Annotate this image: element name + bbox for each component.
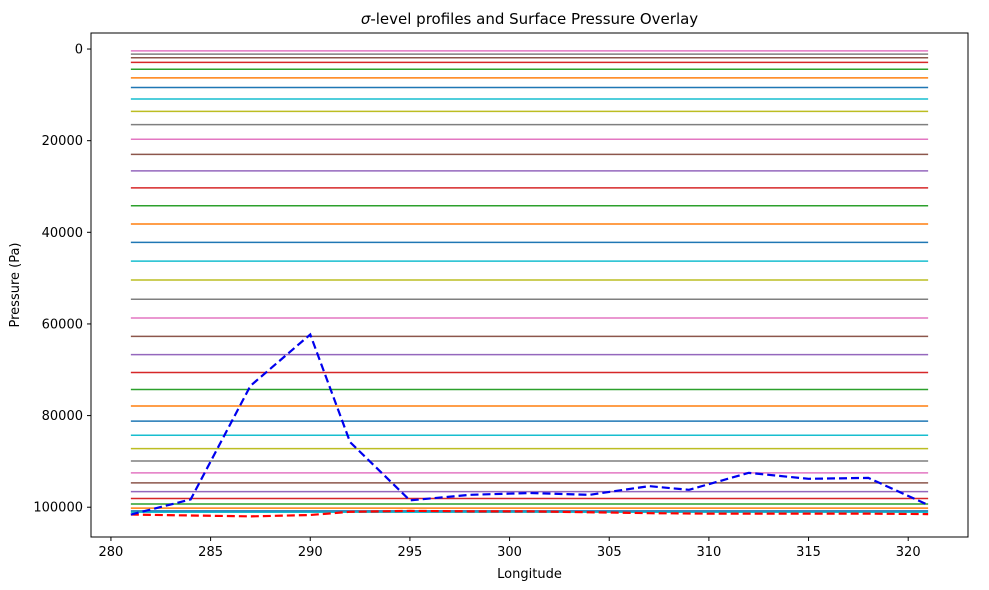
plot-lines <box>130 50 929 518</box>
x-tick-label: 315 <box>796 545 821 560</box>
plot-frame <box>90 32 969 538</box>
x-tick-label: 305 <box>597 545 622 560</box>
x-tick-label: 310 <box>696 545 721 560</box>
x-axis-ticks: 280 285 290 295 300 305 310 315 320 <box>99 537 921 560</box>
x-tick-label: 300 <box>497 545 522 560</box>
chart-title-sigma: σ <box>361 10 371 28</box>
chart-title-text: -level profiles and Surface Pressure Ove… <box>370 10 698 28</box>
y-tick-label: 60000 <box>42 317 83 332</box>
surface-pressure-red-line <box>130 509 929 518</box>
x-tick-label: 295 <box>397 545 422 560</box>
y-axis-label: Pressure (Pa) <box>8 242 23 327</box>
y-tick-label: 0 <box>75 43 83 58</box>
x-tick-label: 320 <box>896 545 921 560</box>
x-tick-label: 285 <box>198 545 223 560</box>
y-axis-ticks: 0 20000 40000 60000 80000 100000 <box>33 43 91 516</box>
chart-title: σ-level profiles and Surface Pressure Ov… <box>361 10 698 28</box>
y-tick-label: 80000 <box>42 409 83 424</box>
surface-pressure-blue-line <box>130 332 929 516</box>
y-tick-label: 100000 <box>33 501 83 516</box>
y-tick-label: 20000 <box>42 134 83 149</box>
y-tick-label: 40000 <box>42 226 83 241</box>
x-axis-label: Longitude <box>497 567 562 582</box>
x-tick-label: 280 <box>99 545 124 560</box>
x-tick-label: 290 <box>298 545 323 560</box>
